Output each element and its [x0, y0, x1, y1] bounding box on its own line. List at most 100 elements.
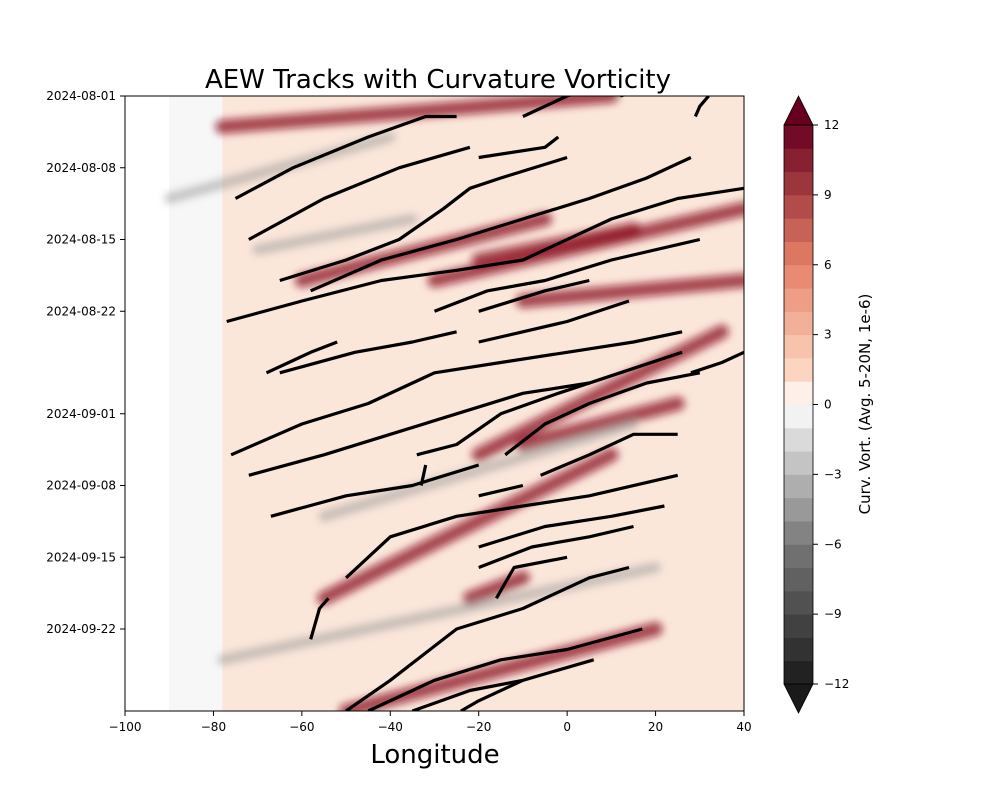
aew-track	[345, 565, 630, 711]
colorbar-level	[784, 288, 813, 312]
plot-frame	[124, 95, 745, 712]
colorbar-level	[784, 427, 813, 452]
aew-track	[230, 330, 683, 457]
colorbar-tick-label: 3	[824, 328, 832, 342]
aew-track	[309, 597, 330, 640]
x-tick-label: −40	[378, 720, 403, 734]
aew-track	[419, 464, 428, 486]
y-tick-label: 2024-09-22	[46, 622, 116, 636]
colorbar-level	[784, 567, 813, 592]
x-tick-label: −60	[289, 720, 314, 734]
colorbar-level	[784, 264, 813, 289]
colorbar-extend-max	[783, 95, 814, 126]
colorbar-level	[784, 497, 813, 522]
colorbar-label: Curv. Vort. (Avg. 5-20N, 1e-6)	[856, 294, 874, 515]
vorticity-streak	[217, 562, 661, 665]
colorbar-tick-label: 12	[824, 118, 839, 132]
aew-track	[411, 658, 595, 711]
colorbar-tick-label: 0	[824, 398, 832, 412]
y-tick-label: 2024-08-01	[46, 89, 116, 103]
y-tick-label: 2024-09-01	[46, 407, 116, 421]
vorticity-streak	[164, 132, 396, 204]
x-tick-label: −20	[466, 720, 491, 734]
colorbar-level	[784, 357, 813, 382]
colorbar-tick-label: 9	[824, 188, 832, 202]
aew-track	[522, 96, 573, 118]
plot-area	[125, 96, 744, 711]
y-tick-label: 2024-08-22	[46, 304, 116, 318]
colorbar-level	[784, 171, 813, 196]
aew-track	[504, 371, 701, 457]
vorticity-streak	[316, 447, 619, 606]
aew-track	[265, 340, 338, 375]
aew-track	[433, 237, 701, 313]
colorbar-level	[784, 474, 813, 499]
colorbar-level	[784, 451, 813, 475]
colorbar-level	[784, 218, 813, 242]
aew-track	[345, 473, 679, 579]
aew-track	[478, 135, 560, 160]
chart-title: AEW Tracks with Curvature Vorticity	[205, 65, 671, 95]
aew-track	[310, 156, 692, 293]
y-tick-label: 2024-08-15	[46, 233, 116, 247]
colorbar: 12 9 6 3 0 −3 −6 −9 −12	[783, 95, 849, 714]
vorticity-streak	[252, 214, 418, 255]
colorbar-tick-label: −9	[824, 607, 842, 621]
aew-track	[279, 330, 457, 375]
vorticity-streak	[462, 570, 530, 606]
aew-track	[478, 504, 665, 549]
colorbar-tick-label: −3	[824, 467, 842, 481]
aew-track	[416, 350, 683, 457]
aew-track	[248, 145, 471, 241]
colorbar-level	[784, 334, 813, 359]
colorbar-tick-label: −6	[824, 537, 842, 551]
aew-track	[460, 678, 524, 711]
aew-track	[690, 350, 744, 375]
y-tick-label: 2024-08-08	[46, 161, 116, 175]
x-tick-label: 20	[648, 720, 663, 734]
vorticity-streak	[515, 396, 685, 452]
aew-track	[495, 555, 568, 600]
colorbar-level	[784, 637, 813, 662]
colorbar-level	[784, 544, 813, 569]
y-axis: 2024-08-01 2024-08-08 2024-08-15 2024-08-22…	[46, 89, 125, 636]
colorbar-level	[784, 381, 813, 405]
aew-track	[279, 155, 568, 283]
x-axis: −100 −80 −60 −40 −20 0 20 40	[109, 711, 752, 734]
x-tick-label: −100	[109, 720, 142, 734]
colorbar-level	[784, 404, 813, 429]
vorticity-streak	[318, 419, 639, 522]
aew-track	[226, 186, 744, 324]
aew-tracks	[226, 96, 744, 711]
aew-track	[234, 114, 457, 200]
aew-track	[539, 432, 678, 477]
colorbar-level	[784, 241, 813, 266]
colorbar-level	[784, 590, 813, 615]
colorbar-level	[784, 148, 813, 173]
aew-track	[478, 278, 590, 313]
y-tick-label: 2024-09-08	[46, 479, 116, 493]
aew-track	[478, 299, 630, 344]
colorbar-level	[784, 614, 813, 638]
aew-track	[478, 524, 634, 569]
x-tick-label: −80	[201, 720, 226, 734]
colorbar-tick-label: −12	[824, 677, 849, 691]
colorbar-level	[784, 194, 813, 219]
aew-track	[478, 483, 524, 498]
colorbar-level	[784, 125, 813, 149]
colorbar-level	[784, 311, 813, 336]
aew-track	[270, 463, 480, 518]
x-tick-label: 40	[736, 720, 751, 734]
colorbar-extend-min	[783, 683, 814, 714]
aew-track	[367, 627, 643, 711]
vorticity-streak	[515, 273, 744, 308]
y-tick-label: 2024-09-15	[46, 550, 116, 564]
aew-track	[248, 381, 590, 477]
x-axis-label: Longitude	[370, 740, 499, 770]
colorbar-tick-label: 6	[824, 258, 832, 272]
x-tick-label: 0	[563, 720, 571, 734]
colorbar-level	[784, 520, 813, 545]
aew-track	[693, 96, 710, 118]
vorticity-streak	[215, 96, 619, 134]
